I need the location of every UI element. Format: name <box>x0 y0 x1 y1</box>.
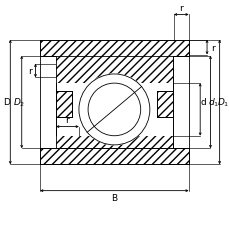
Text: $D_1$: $D_1$ <box>216 96 228 109</box>
Bar <box>40 149 188 165</box>
Bar <box>156 92 172 118</box>
Text: r: r <box>210 43 214 52</box>
Text: r: r <box>65 116 69 125</box>
Text: $d_1$: $d_1$ <box>207 96 218 109</box>
Text: d: d <box>200 98 206 107</box>
Bar <box>56 92 72 118</box>
Text: B: B <box>111 193 117 202</box>
Bar <box>56 56 172 149</box>
Text: $D_2$: $D_2$ <box>13 96 25 109</box>
Bar <box>56 136 172 149</box>
Circle shape <box>79 75 149 145</box>
Text: r: r <box>28 67 31 76</box>
Circle shape <box>88 84 140 136</box>
Text: r: r <box>179 4 182 13</box>
Bar <box>40 41 188 56</box>
Bar <box>56 56 172 84</box>
Text: D: D <box>3 98 10 107</box>
